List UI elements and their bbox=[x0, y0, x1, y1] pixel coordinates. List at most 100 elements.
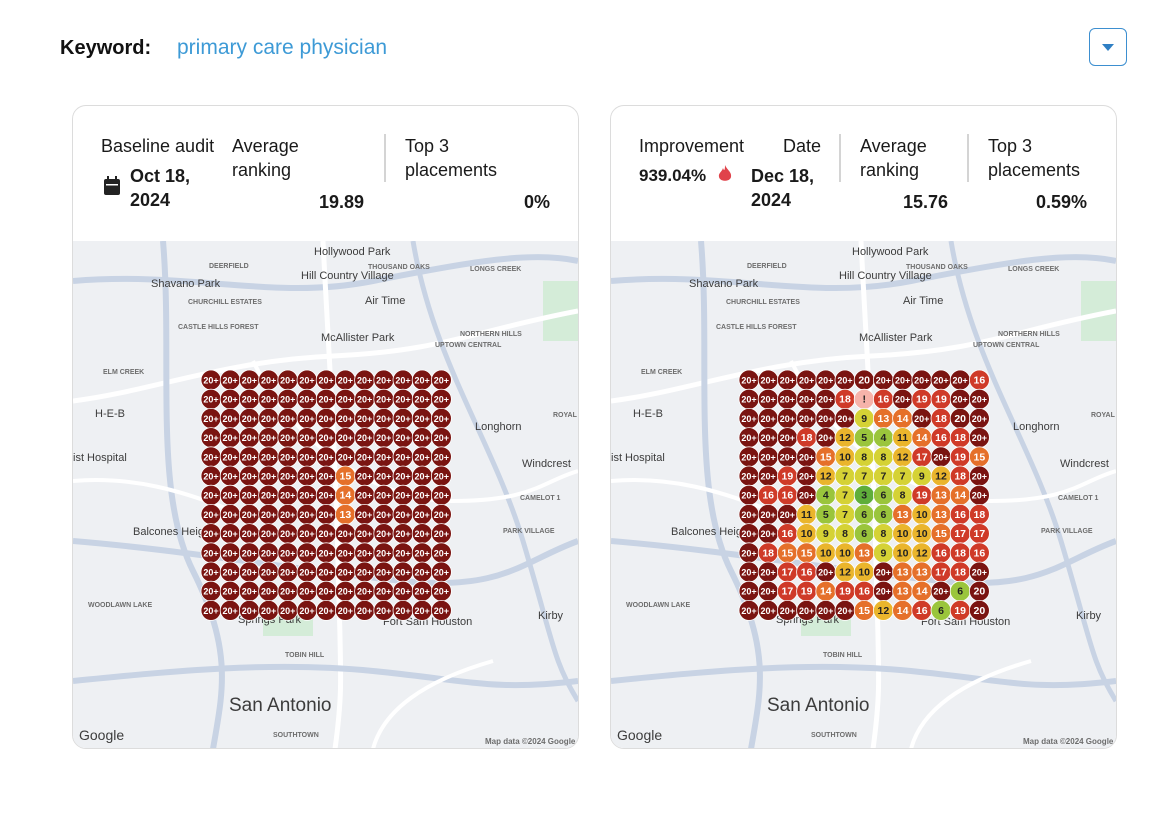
rank-label: 20+ bbox=[242, 433, 257, 443]
map-label: Air Time bbox=[903, 295, 943, 307]
rank-label: 19 bbox=[916, 490, 928, 502]
map-label: CHURCHILL ESTATES bbox=[188, 299, 262, 306]
rank-label: ! bbox=[862, 394, 866, 406]
rank-label: 13 bbox=[897, 567, 909, 579]
rank-label: 20+ bbox=[972, 433, 987, 443]
rank-label: 4 bbox=[880, 432, 886, 444]
rank-label: 6 bbox=[957, 586, 963, 598]
rank-label: 8 bbox=[861, 451, 867, 463]
rank-label: 10 bbox=[916, 528, 928, 540]
rank-label: 20+ bbox=[876, 568, 891, 578]
rank-label: 20+ bbox=[242, 529, 257, 539]
rank-label: 10 bbox=[858, 567, 870, 579]
rank-label: 20+ bbox=[780, 395, 795, 405]
avg-label: Average ranking bbox=[860, 136, 927, 180]
rank-label: 7 bbox=[861, 471, 867, 483]
map-label: ROYAL bbox=[553, 412, 578, 419]
rank-label: 14 bbox=[820, 586, 832, 598]
rank-label: 20+ bbox=[799, 491, 814, 501]
map-label: CAMELOT 1 bbox=[1058, 495, 1099, 502]
rank-label: 10 bbox=[820, 547, 832, 559]
rank-label: 20+ bbox=[299, 433, 314, 443]
rank-label: 20+ bbox=[434, 510, 449, 520]
rank-label: 14 bbox=[897, 605, 909, 617]
road bbox=[320, 241, 344, 748]
rank-label: 20+ bbox=[799, 472, 814, 482]
map-label: ROYAL bbox=[1091, 412, 1116, 419]
rank-label: 12 bbox=[916, 547, 928, 559]
rank-label: 10 bbox=[839, 547, 851, 559]
rank-label: 8 bbox=[880, 528, 886, 540]
rank-label: 18 bbox=[954, 547, 966, 559]
rank-label: 20+ bbox=[972, 491, 987, 501]
rank-label: 20+ bbox=[933, 452, 948, 462]
rank-label: 20+ bbox=[434, 587, 449, 597]
rank-label: 20+ bbox=[261, 414, 276, 424]
map-label: CASTLE HILLS FOREST bbox=[716, 324, 797, 331]
rank-label: 20+ bbox=[299, 395, 314, 405]
rank-label: 20+ bbox=[876, 587, 891, 597]
map-label: Kirby bbox=[538, 610, 564, 622]
rank-label: 17 bbox=[782, 567, 794, 579]
rank-label: 3 bbox=[861, 490, 867, 502]
rank-pin bbox=[430, 599, 452, 621]
rank-label: 20+ bbox=[357, 568, 372, 578]
rank-label: 20+ bbox=[415, 491, 430, 501]
rank-label: 20+ bbox=[818, 395, 833, 405]
rank-label: 20+ bbox=[434, 433, 449, 443]
rank-label: 20+ bbox=[357, 395, 372, 405]
rank-label: 20+ bbox=[376, 548, 391, 558]
rank-label: 20+ bbox=[837, 414, 852, 424]
calendar-icon bbox=[104, 176, 120, 195]
keyword[interactable]: primary care physician bbox=[177, 36, 388, 59]
rank-label: 20+ bbox=[242, 510, 257, 520]
rank-label: 20+ bbox=[395, 452, 410, 462]
rank-label: 20+ bbox=[338, 395, 353, 405]
rank-label: 20+ bbox=[261, 587, 276, 597]
rank-label: 20+ bbox=[338, 433, 353, 443]
rank-label: 20+ bbox=[895, 376, 910, 386]
rank-label: 20+ bbox=[280, 491, 295, 501]
rank-label: 20+ bbox=[223, 414, 238, 424]
rank-label: 20+ bbox=[357, 376, 372, 386]
rank-label: 20+ bbox=[395, 414, 410, 424]
rank-label: 20+ bbox=[319, 548, 334, 558]
dropdown-button[interactable] bbox=[1089, 28, 1127, 66]
rank-pin bbox=[968, 599, 990, 621]
map-label: Hill Country Village bbox=[301, 270, 394, 282]
rank-label: 20+ bbox=[299, 414, 314, 424]
rank-label: 18 bbox=[801, 432, 813, 444]
rank-label: 20+ bbox=[261, 529, 276, 539]
rank-label: 20+ bbox=[780, 414, 795, 424]
rank-label: 20+ bbox=[203, 472, 218, 482]
rank-label: 20+ bbox=[837, 606, 852, 616]
rank-label: 20+ bbox=[780, 433, 795, 443]
rank-label: 20+ bbox=[203, 452, 218, 462]
rank-label: 13 bbox=[897, 586, 909, 598]
rank-label: 20+ bbox=[242, 472, 257, 482]
rank-label: 20+ bbox=[761, 606, 776, 616]
rank-label: 20+ bbox=[395, 491, 410, 501]
rank-label: 14 bbox=[897, 413, 909, 425]
rank-label: 20+ bbox=[338, 376, 353, 386]
rank-label: 7 bbox=[842, 471, 848, 483]
date: Dec 18, 2024 bbox=[751, 166, 815, 210]
rank-label: 20+ bbox=[761, 414, 776, 424]
rank-label: 20+ bbox=[799, 452, 814, 462]
rank-label: 20+ bbox=[434, 529, 449, 539]
rank-label: 20+ bbox=[299, 587, 314, 597]
rank-label: 20+ bbox=[280, 587, 295, 597]
rank-label: 20+ bbox=[395, 510, 410, 520]
rank-label: 16 bbox=[782, 528, 794, 540]
rank-label: 20 bbox=[974, 605, 986, 617]
rank-label: 10 bbox=[897, 528, 909, 540]
rank-label: 20+ bbox=[319, 510, 334, 520]
rank-label: 20+ bbox=[799, 376, 814, 386]
rank-label: 20+ bbox=[319, 376, 334, 386]
map-label: DEERFIELD bbox=[747, 263, 787, 270]
rank-label: 20+ bbox=[415, 395, 430, 405]
top3-value: 0.59% bbox=[1035, 192, 1087, 212]
rank-label: 13 bbox=[935, 490, 947, 502]
rank-label: 20+ bbox=[357, 491, 372, 501]
improvement-card: Improvement 939.04% Date Dec 18, 2024 Av… bbox=[610, 105, 1117, 749]
